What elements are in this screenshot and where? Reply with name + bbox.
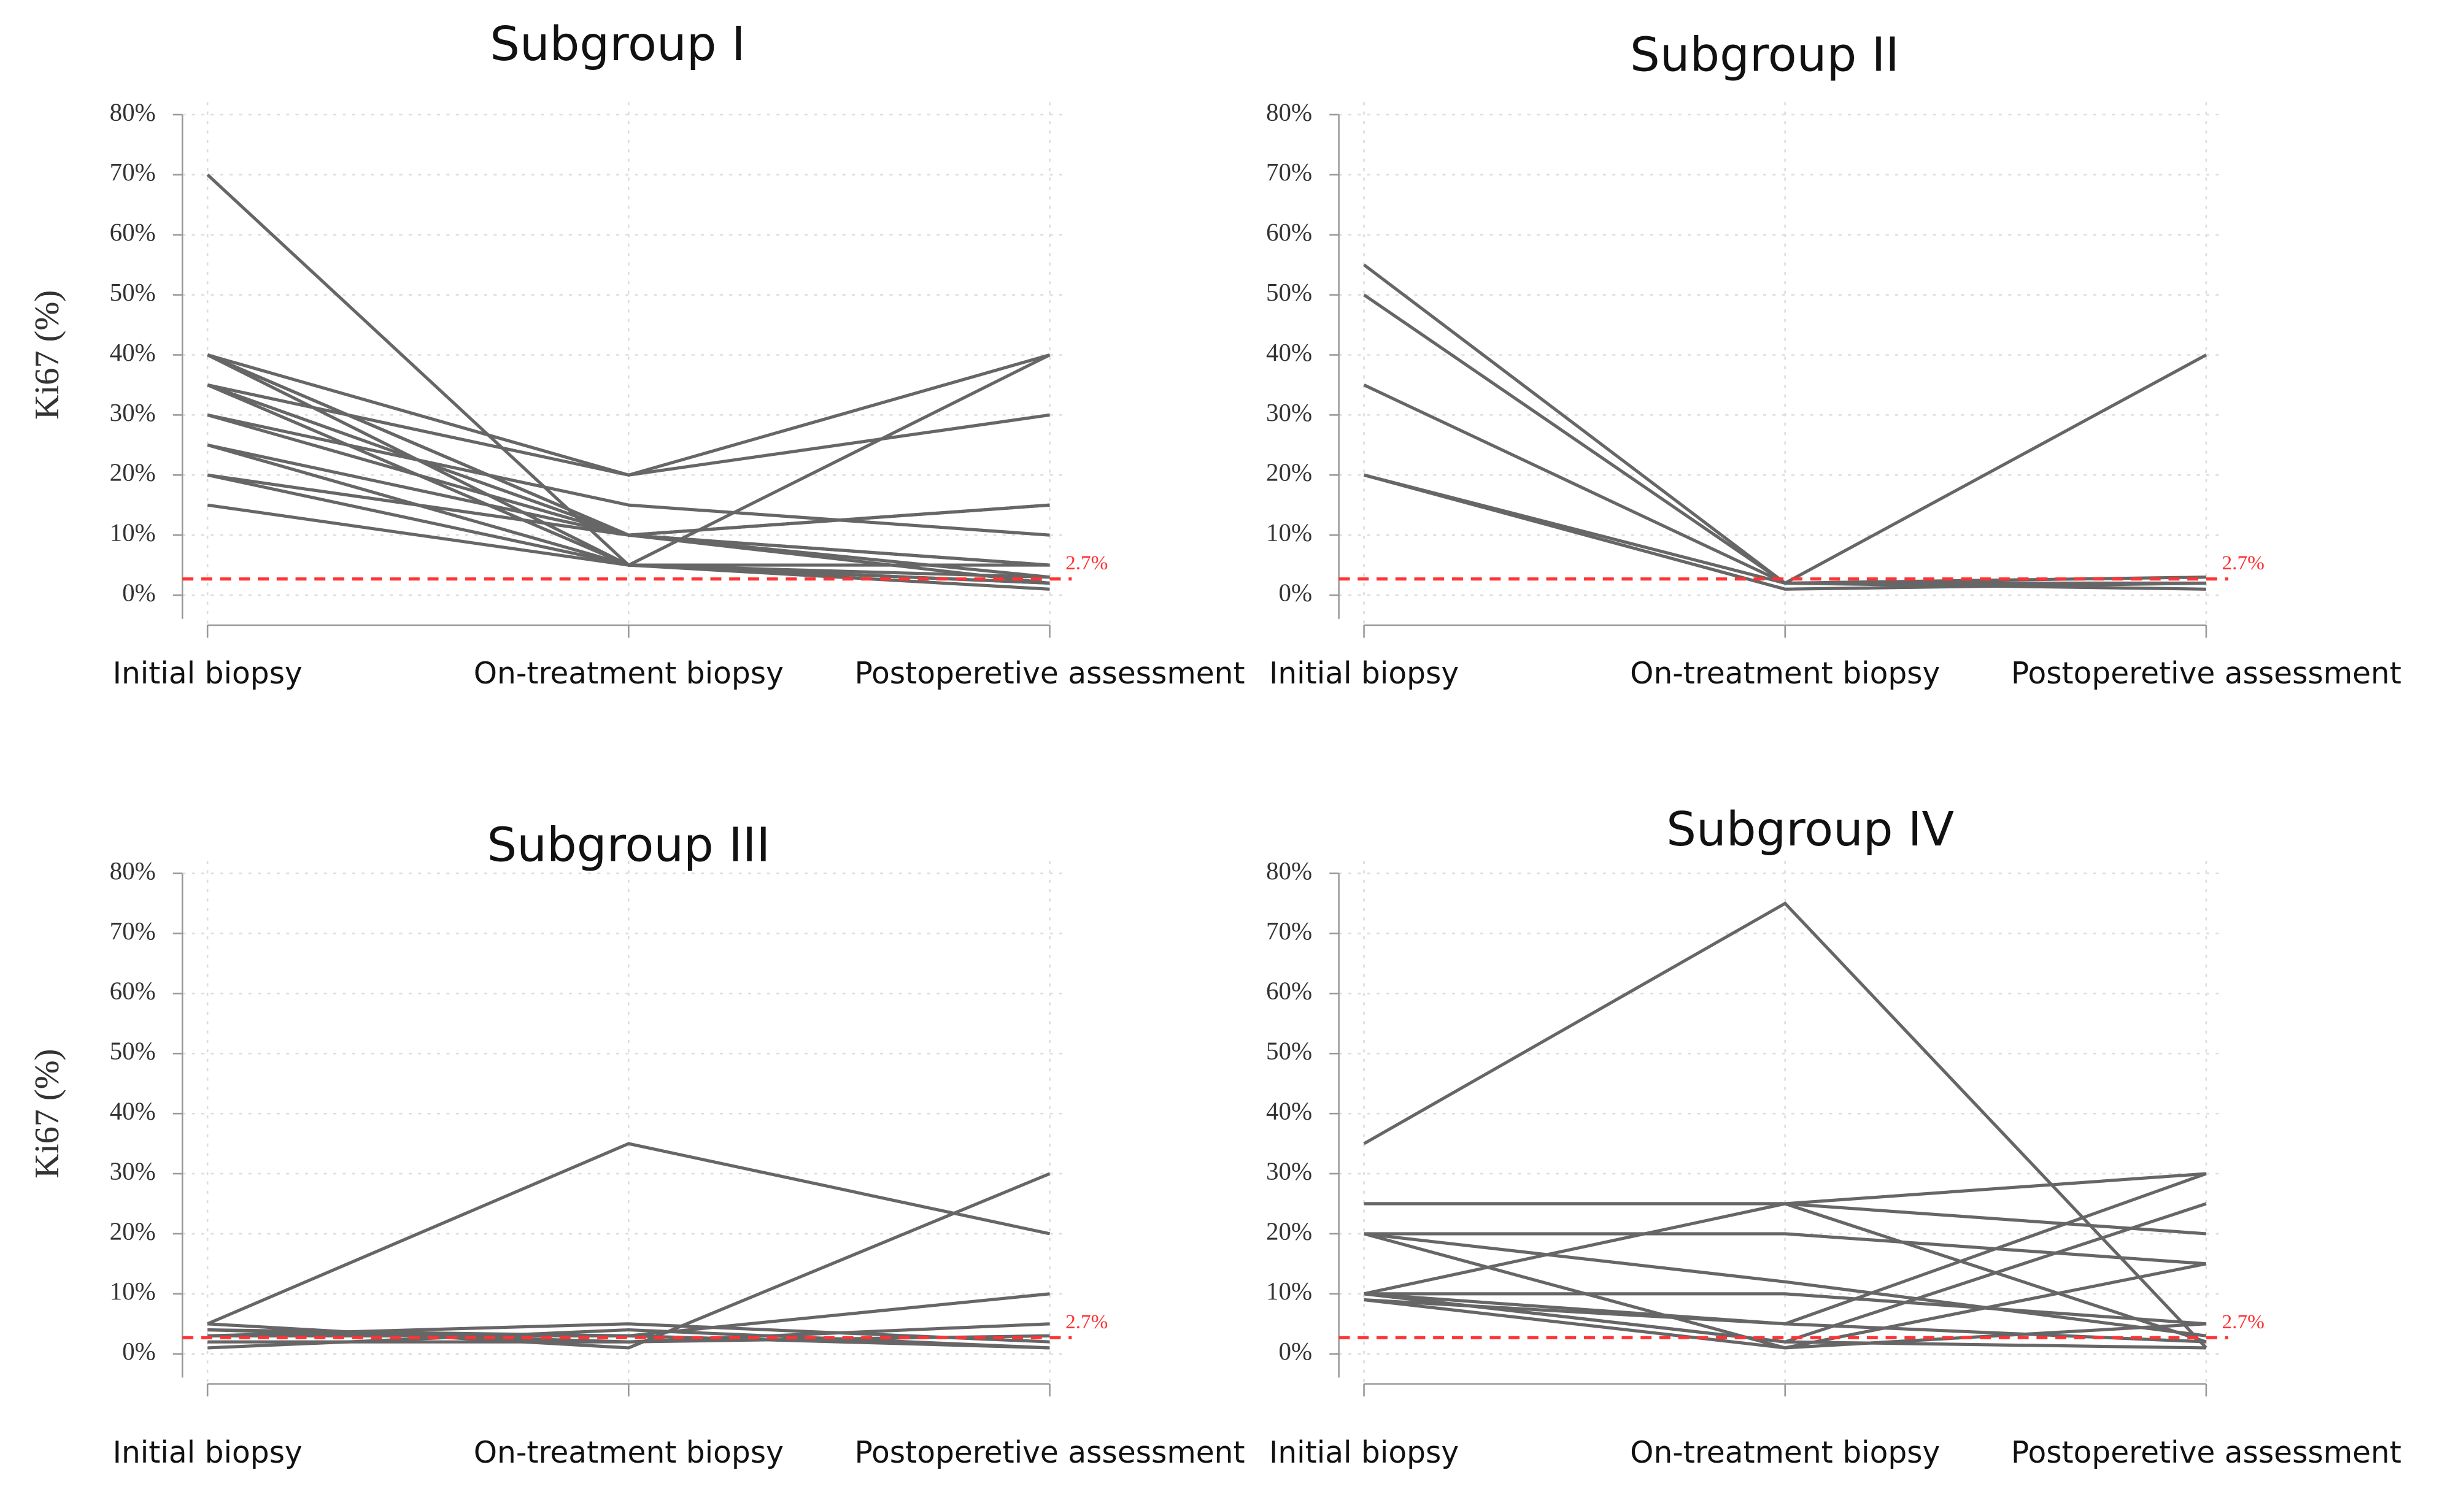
x-tick-label: Postoperetive assessment — [2011, 1436, 2401, 1470]
y-tick-label: 30% — [1266, 398, 1312, 426]
x-tick-label: On-treatment biopsy — [1630, 656, 1940, 691]
y-axis-label: Ki67 (%) — [28, 290, 66, 420]
y-tick-label: 10% — [110, 518, 156, 547]
series-line — [1363, 263, 2206, 591]
y-tick-label: 10% — [1266, 518, 1312, 547]
reference-label: 2.7% — [2222, 552, 2265, 574]
y-tick-label: 60% — [1266, 218, 1312, 246]
x-tick-label: On-treatment biopsy — [1630, 1436, 1940, 1470]
y-tick-label: 40% — [1266, 1097, 1312, 1125]
y-tick-label: 50% — [1266, 278, 1312, 306]
series-line — [1364, 1172, 2207, 1296]
x-tick-label: Initial biopsy — [1269, 656, 1459, 691]
y-tick-label: 70% — [110, 917, 156, 945]
series-line — [207, 353, 1050, 585]
y-tick-label: 20% — [1266, 458, 1312, 487]
y-axis-label: Ki67 (%) — [28, 1049, 66, 1179]
series-line — [207, 1328, 1050, 1350]
reference-label: 2.7% — [1065, 1310, 1108, 1333]
x-tick-label: On-treatment biopsy — [474, 656, 784, 691]
y-tick-label: 80% — [1266, 856, 1312, 885]
series-line — [207, 1322, 1050, 1344]
series-line — [1364, 1202, 2207, 1344]
series-line — [1363, 901, 2207, 1349]
series-line — [1364, 1292, 2207, 1326]
y-tick-label: 30% — [1266, 1156, 1312, 1185]
y-tick-label: 50% — [110, 278, 156, 306]
y-tick-label: 40% — [110, 338, 156, 366]
reference-label: 2.7% — [2222, 1310, 2265, 1333]
series-line — [1364, 1298, 2207, 1350]
y-tick-label: 10% — [1266, 1277, 1312, 1305]
series-line — [1363, 473, 2206, 591]
x-tick-label: Postoperetive assessment — [854, 1436, 1245, 1470]
reference-label: 2.7% — [1065, 552, 1108, 574]
x-tick-label: On-treatment biopsy — [474, 1436, 784, 1470]
y-tick-label: 50% — [1266, 1037, 1312, 1065]
y-tick-label: 60% — [1266, 977, 1312, 1005]
y-tick-label: 0% — [122, 1337, 156, 1365]
y-tick-label: 40% — [1266, 338, 1312, 366]
x-tick-label: Postoperetive assessment — [854, 656, 1245, 691]
y-tick-label: 70% — [1266, 158, 1312, 186]
x-tick-label: Postoperetive assessment — [2011, 656, 2401, 691]
y-tick-label: 0% — [1278, 1337, 1312, 1365]
series-line — [1363, 353, 2207, 585]
x-tick-label: Initial biopsy — [113, 1436, 303, 1470]
y-tick-label: 20% — [110, 1217, 156, 1245]
y-tick-label: 80% — [110, 856, 156, 885]
y-tick-label: 60% — [110, 977, 156, 1005]
series-line — [207, 1172, 1051, 1350]
y-axis-label: Ki67 (%) — [28, 1049, 66, 1179]
y-tick-label: 30% — [110, 1156, 156, 1185]
x-tick-label: Initial biopsy — [113, 656, 303, 691]
series-line — [1364, 1172, 2207, 1326]
y-tick-label: 0% — [1278, 578, 1312, 606]
y-tick-label: 40% — [110, 1097, 156, 1125]
y-tick-label: 80% — [110, 98, 156, 126]
series-line — [207, 353, 1050, 477]
y-axis-label: Ki67 (%) — [28, 290, 66, 420]
y-tick-label: 10% — [110, 1277, 156, 1305]
y-tick-label: 20% — [110, 458, 156, 487]
y-tick-label: 80% — [1266, 98, 1312, 126]
y-tick-label: 70% — [1266, 917, 1312, 945]
y-tick-label: 30% — [110, 398, 156, 426]
y-tick-label: 0% — [122, 578, 156, 606]
series-line — [1364, 1232, 2207, 1337]
series-line — [1364, 1232, 2207, 1266]
chart-title: Subgroup I — [490, 17, 745, 72]
series-line — [207, 1142, 1051, 1326]
y-tick-label: 60% — [110, 218, 156, 246]
chart-title: Subgroup III — [487, 818, 771, 873]
y-tick-label: 50% — [110, 1037, 156, 1065]
series-line — [207, 503, 1050, 585]
y-tick-label: 70% — [110, 158, 156, 186]
y-tick-label: 20% — [1266, 1217, 1312, 1245]
series-line — [207, 1334, 1050, 1350]
chart-title: Subgroup II — [1630, 28, 1899, 83]
series-line — [207, 383, 1050, 591]
x-tick-label: Initial biopsy — [1269, 1436, 1459, 1470]
chart-title: Subgroup IV — [1666, 802, 1954, 857]
